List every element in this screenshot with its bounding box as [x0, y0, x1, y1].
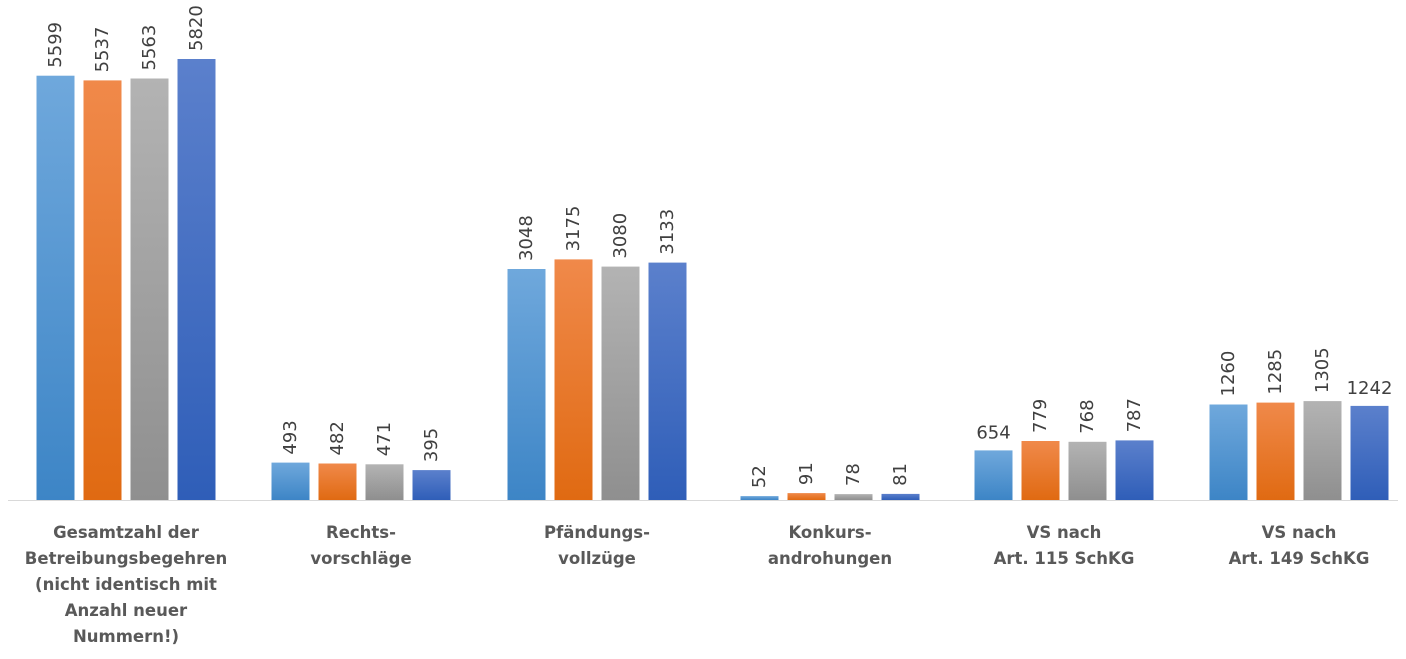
category-label-5: VS nach Art. 149 SchKG [1229, 523, 1370, 568]
bar-5-3 [1350, 405, 1389, 500]
data-label-2-0: 3048 [516, 215, 537, 261]
data-label-5-2: 1305 [1312, 347, 1333, 393]
data-label-5-0: 1260 [1218, 351, 1239, 397]
bar-4-3 [1115, 440, 1154, 500]
bar-2-1 [554, 259, 593, 500]
category-label-line: Art. 149 SchKG [1229, 549, 1370, 568]
bar-5-1 [1256, 402, 1295, 500]
data-label-0-0: 5599 [45, 22, 66, 68]
bar-2-2 [601, 266, 640, 500]
category-label-line: vorschläge [310, 549, 411, 568]
bar-2-0 [507, 269, 546, 500]
bar-1-3 [412, 470, 451, 500]
bar-0-2 [130, 78, 169, 500]
category-label-line: Konkurs- [788, 523, 871, 542]
data-label-5-3: 1242 [1347, 378, 1393, 399]
category-label-0: Gesamtzahl der Betreibungsbegehren (nicht … [25, 523, 227, 646]
data-label-1-0: 493 [280, 420, 301, 454]
data-label-0-2: 5563 [139, 25, 160, 71]
category-label-line: VS nach [1027, 523, 1102, 542]
bar-4-1 [1021, 441, 1060, 500]
category-labels-layer: Gesamtzahl der Betreibungsbegehren (nicht … [25, 523, 1370, 646]
data-label-4-1: 779 [1030, 399, 1051, 433]
data-label-1-1: 482 [327, 421, 348, 455]
bar-4-0 [974, 450, 1013, 500]
bar-4-2 [1068, 441, 1107, 500]
data-label-4-3: 787 [1124, 398, 1145, 432]
category-label-line: Nummern!) [73, 627, 179, 646]
category-label-line: androhungen [768, 549, 892, 568]
data-labels-layer: 5599 5537 5563 5820 493 482 471 395 3048 3175 3080… [45, 5, 1392, 488]
bar-3-2 [834, 494, 873, 500]
bar-0-3 [177, 59, 216, 500]
bar-1-2 [365, 464, 404, 500]
bar-0-1 [83, 80, 122, 501]
bar-3-1 [787, 493, 826, 500]
bar-3-0 [740, 496, 779, 500]
category-label-4: VS nach Art. 115 SchKG [994, 523, 1135, 568]
bar-5-0 [1209, 404, 1248, 500]
category-label-line: VS nach [1262, 523, 1337, 542]
category-label-line: Rechts- [326, 523, 396, 542]
data-label-1-2: 471 [374, 422, 395, 456]
data-label-1-3: 395 [421, 428, 442, 462]
data-label-4-0: 654 [976, 422, 1010, 443]
category-label-line: Gesamtzahl der [53, 523, 200, 542]
category-label-line: Pfändungs- [544, 523, 650, 542]
data-label-5-1: 1285 [1265, 349, 1286, 395]
data-label-2-3: 3133 [657, 209, 678, 255]
data-label-4-2: 768 [1077, 399, 1098, 433]
data-label-3-2: 78 [843, 463, 864, 486]
bar-2-3 [648, 262, 687, 500]
category-label-line: Betreibungsbegehren [25, 549, 227, 568]
category-label-3: Konkurs-androhungen [768, 523, 892, 568]
category-label-line: Art. 115 SchKG [994, 549, 1135, 568]
data-label-0-1: 5537 [92, 27, 113, 73]
category-label-2: Pfändungs-vollzüge [544, 523, 650, 568]
data-label-3-1: 91 [796, 462, 817, 485]
bar-1-1 [318, 463, 357, 500]
category-label-line: vollzüge [558, 549, 636, 568]
data-label-2-2: 3080 [610, 213, 631, 259]
bars-layer [36, 59, 1389, 501]
bar-1-0 [271, 462, 310, 500]
bar-3-3 [881, 493, 920, 500]
category-label-1: Rechts-vorschläge [310, 523, 411, 568]
data-label-0-3: 5820 [186, 5, 207, 51]
bar-0-0 [36, 75, 75, 500]
category-label-line: (nicht identisch mit [35, 575, 217, 594]
data-label-2-1: 3175 [563, 206, 584, 252]
data-label-3-3: 81 [890, 463, 911, 486]
category-label-line: Anzahl neuer [65, 601, 188, 620]
data-label-3-0: 52 [749, 465, 770, 488]
bar-5-2 [1303, 401, 1342, 500]
